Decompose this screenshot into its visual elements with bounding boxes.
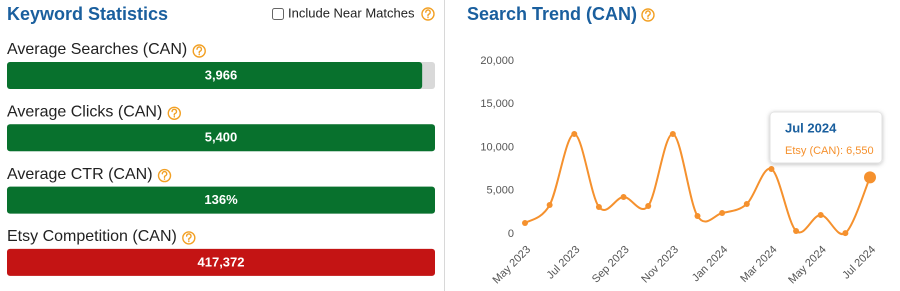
stat-bar	[7, 62, 423, 89]
stat-label: Average Searches (CAN)	[7, 41, 187, 58]
point	[743, 200, 750, 207]
checkbox-label[interactable]: Include Near Matches	[288, 5, 415, 20]
y-tick-label: 5,000	[486, 185, 514, 197]
point	[645, 202, 652, 209]
point	[864, 171, 876, 184]
stat-bar	[7, 248, 435, 276]
point	[793, 227, 800, 234]
y-tick-label: 15,000	[480, 98, 514, 110]
stat-value: 3,966	[205, 67, 238, 82]
point	[595, 204, 602, 211]
stats: Average Searches (CAN) 3,966 Average Click…	[7, 41, 435, 276]
stat-value: 5,400	[205, 130, 238, 145]
point	[842, 230, 849, 237]
point	[817, 211, 824, 218]
tooltip-title: Jul 2024	[785, 120, 837, 135]
point	[546, 202, 553, 209]
tooltip-box	[769, 111, 883, 164]
y-tick-label: 0	[508, 228, 514, 240]
stat-label: Average CTR (CAN)	[7, 166, 153, 183]
point	[620, 193, 627, 200]
point	[522, 220, 528, 227]
point	[669, 131, 676, 138]
chart-title: Search Trend (CAN)	[467, 4, 637, 24]
y-tick-label: 10,000	[480, 141, 514, 153]
stat-bar	[7, 124, 435, 152]
point	[719, 209, 726, 216]
stat-value: 417,372	[198, 254, 245, 269]
panel-title: Keyword Statistics	[7, 4, 168, 24]
point	[694, 213, 701, 220]
stat-label: Etsy Competition (CAN)	[7, 228, 177, 245]
y-tick-label: 20,000	[480, 55, 514, 67]
point	[571, 131, 578, 138]
stat-value: 136%	[204, 192, 238, 207]
point	[768, 166, 775, 173]
checkbox[interactable]	[272, 8, 284, 20]
tooltip-text: Etsy (CAN): 6,550	[785, 145, 874, 157]
line	[524, 133, 871, 236]
stat-label: Average Clicks (CAN)	[7, 104, 162, 121]
stat-bar	[7, 186, 435, 214]
